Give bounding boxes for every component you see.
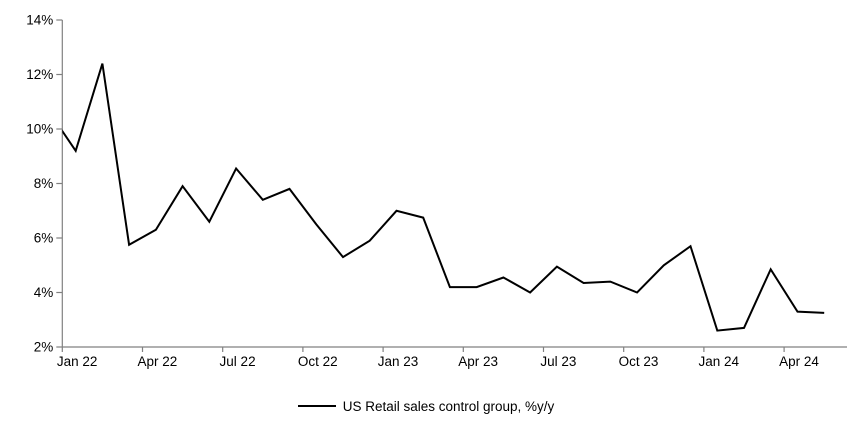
x-tick-label: Jul 23 [540,354,576,369]
x-tick-label: Apr 23 [458,354,498,369]
x-tick-label: Jan 24 [698,354,739,369]
x-tick-label: Oct 22 [298,354,338,369]
x-tick-label: Jan 22 [57,354,98,369]
y-tick-label: 4% [34,285,54,300]
y-tick-label: 14% [26,13,53,28]
x-tick-label: Apr 24 [779,354,819,369]
x-tick-label: Jan 23 [378,354,419,369]
y-tick-label: 12% [26,67,53,82]
x-tick-label: Jul 22 [220,354,256,369]
x-tick-label: Apr 22 [137,354,177,369]
legend-label: US Retail sales control group, %y/y [342,398,555,414]
series-line [62,63,825,332]
legend: US Retail sales control group, %y/y [0,396,852,416]
line-chart-plot: 2% 4% 6% 8% 10% 12% 14% Jan 22 Apr 22 Jul 22 Oct 2… [26,13,847,369]
y-tick-label: 8% [34,176,54,191]
y-tick-label: 2% [34,340,54,355]
y-tick-label: 10% [26,122,53,137]
y-tick-label: 6% [34,231,54,246]
legend-line-sample [297,405,336,407]
x-tick-label: Oct 23 [619,354,659,369]
